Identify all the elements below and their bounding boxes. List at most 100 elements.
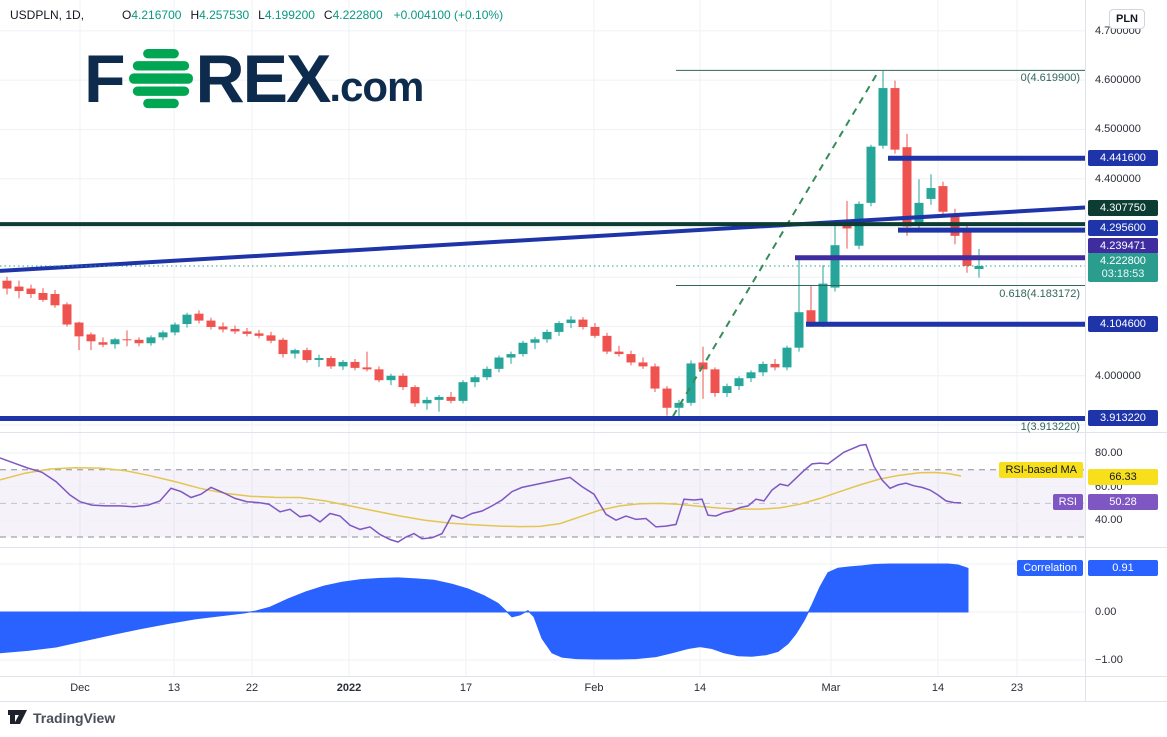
- candle-body: [314, 358, 324, 360]
- candle-body: [830, 245, 840, 288]
- candle-body: [38, 292, 48, 300]
- candle-body: [782, 347, 792, 368]
- price-tick-label: −1.00: [1095, 654, 1123, 666]
- rsi-label-chip[interactable]: RSI: [1052, 494, 1083, 510]
- price-tick-label: 0.00: [1095, 606, 1117, 618]
- candle-body: [614, 351, 624, 355]
- candle-body: [626, 354, 636, 363]
- candle-body: [902, 147, 912, 227]
- forex-logo-o-icon: [128, 48, 193, 109]
- candle-body: [74, 322, 84, 337]
- candle-body: [650, 366, 660, 389]
- change-value: +0.004100 (+0.10%): [393, 8, 504, 22]
- candle-body: [422, 399, 432, 404]
- price-tick-label: 4.400000: [1095, 172, 1141, 185]
- candle-body: [734, 378, 744, 387]
- current-price-value: 4.222800: [1100, 255, 1146, 267]
- rsi-ma-label-chip[interactable]: RSI-based MA: [999, 462, 1083, 478]
- candle-body: [290, 350, 300, 354]
- candle-body: [2, 280, 12, 289]
- symbol-title[interactable]: USDPLN, 1D,: [10, 8, 85, 22]
- candle-body: [14, 286, 24, 292]
- time-tick-label: 2022: [336, 682, 362, 694]
- candle-body: [350, 361, 360, 368]
- time-tick-label: 22: [245, 682, 259, 694]
- candle-body: [686, 363, 696, 403]
- price-badge: 50.28: [1088, 494, 1158, 510]
- candle-body: [122, 339, 132, 341]
- fib-level-label: 0.618(4.183172): [999, 287, 1080, 300]
- correlation-area: [0, 563, 969, 660]
- candle-body: [194, 313, 204, 321]
- candle-body: [518, 342, 528, 355]
- time-tick-label: 14: [693, 682, 707, 694]
- candle-body: [206, 320, 216, 327]
- trendline[interactable]: [0, 205, 1086, 273]
- candle-body: [878, 88, 888, 146]
- candle-body: [170, 324, 180, 333]
- rsi-ma-line: [0, 467, 962, 528]
- time-tick-label: 23: [1010, 682, 1024, 694]
- candle-body: [86, 334, 96, 342]
- candle-body: [26, 288, 36, 294]
- price-tick-label: 4.600000: [1095, 74, 1141, 87]
- candle-body: [638, 362, 648, 367]
- candle-body: [326, 358, 336, 367]
- candle-body: [218, 326, 228, 330]
- fib-level-label: 1(3.913220): [1020, 420, 1080, 433]
- candle-body: [506, 354, 516, 358]
- currency-unit-button[interactable]: PLN: [1109, 9, 1145, 29]
- tradingview-watermark[interactable]: TradingView: [8, 710, 115, 726]
- candle-body: [890, 88, 900, 150]
- candle-body: [158, 332, 168, 338]
- candle-body: [398, 375, 408, 388]
- candle-body: [770, 363, 780, 368]
- candle-body: [722, 386, 732, 393]
- trendline[interactable]: [672, 69, 880, 417]
- candle-body: [146, 337, 156, 344]
- candle-body: [530, 339, 540, 343]
- symbol-header: USDPLN, 1D, O4.216700 H4.257530 L4.19920…: [10, 8, 503, 22]
- candle-body: [494, 357, 504, 369]
- candle-body: [974, 266, 984, 270]
- candle-body: [374, 369, 384, 381]
- candle-body: [566, 319, 576, 324]
- candle-body: [554, 323, 564, 332]
- price-badge: 4.307750: [1088, 200, 1158, 216]
- ohlc-open: O4.216700: [122, 8, 182, 22]
- price-badge: 0.91: [1088, 560, 1158, 576]
- candle-body: [794, 312, 804, 348]
- price-tick-label: 40.00: [1095, 514, 1123, 527]
- forex-logo-text-f: F: [84, 41, 126, 117]
- candle-body: [230, 328, 240, 332]
- time-tick-label: Dec: [70, 682, 90, 694]
- candle-body: [302, 350, 312, 360]
- candle-body: [278, 339, 288, 355]
- price-tick-label: 80.00: [1095, 447, 1123, 459]
- candle-body: [410, 387, 420, 404]
- candle-body: [674, 402, 684, 408]
- price-tick-label: 4.500000: [1095, 123, 1141, 136]
- candle-body: [938, 186, 948, 212]
- candle-body: [458, 382, 468, 401]
- candle-body: [446, 396, 456, 401]
- price-tick-label: 4.000000: [1095, 369, 1141, 382]
- forex-logo-suffix: .com: [329, 63, 424, 110]
- correlation-label-chip[interactable]: Correlation: [1017, 560, 1083, 576]
- candle-body: [926, 188, 936, 199]
- tradingview-logo-icon: [8, 710, 27, 724]
- ohlc-high: H4.257530: [190, 8, 250, 22]
- bar-countdown: 03:18:53: [1101, 268, 1145, 280]
- price-badge: 4.441600: [1088, 150, 1158, 166]
- time-tick-label: 17: [459, 682, 473, 694]
- candle-body: [338, 361, 348, 367]
- time-tick-label: 14: [931, 682, 945, 694]
- candle-body: [710, 369, 720, 393]
- forex-logo-text-rex: REX: [195, 41, 332, 117]
- candle-body: [578, 319, 588, 327]
- fib-level-label: 0(4.619900): [1020, 72, 1080, 85]
- price-badge: 4.104600: [1088, 316, 1158, 332]
- candle-body: [806, 310, 816, 324]
- candle-body: [386, 375, 396, 381]
